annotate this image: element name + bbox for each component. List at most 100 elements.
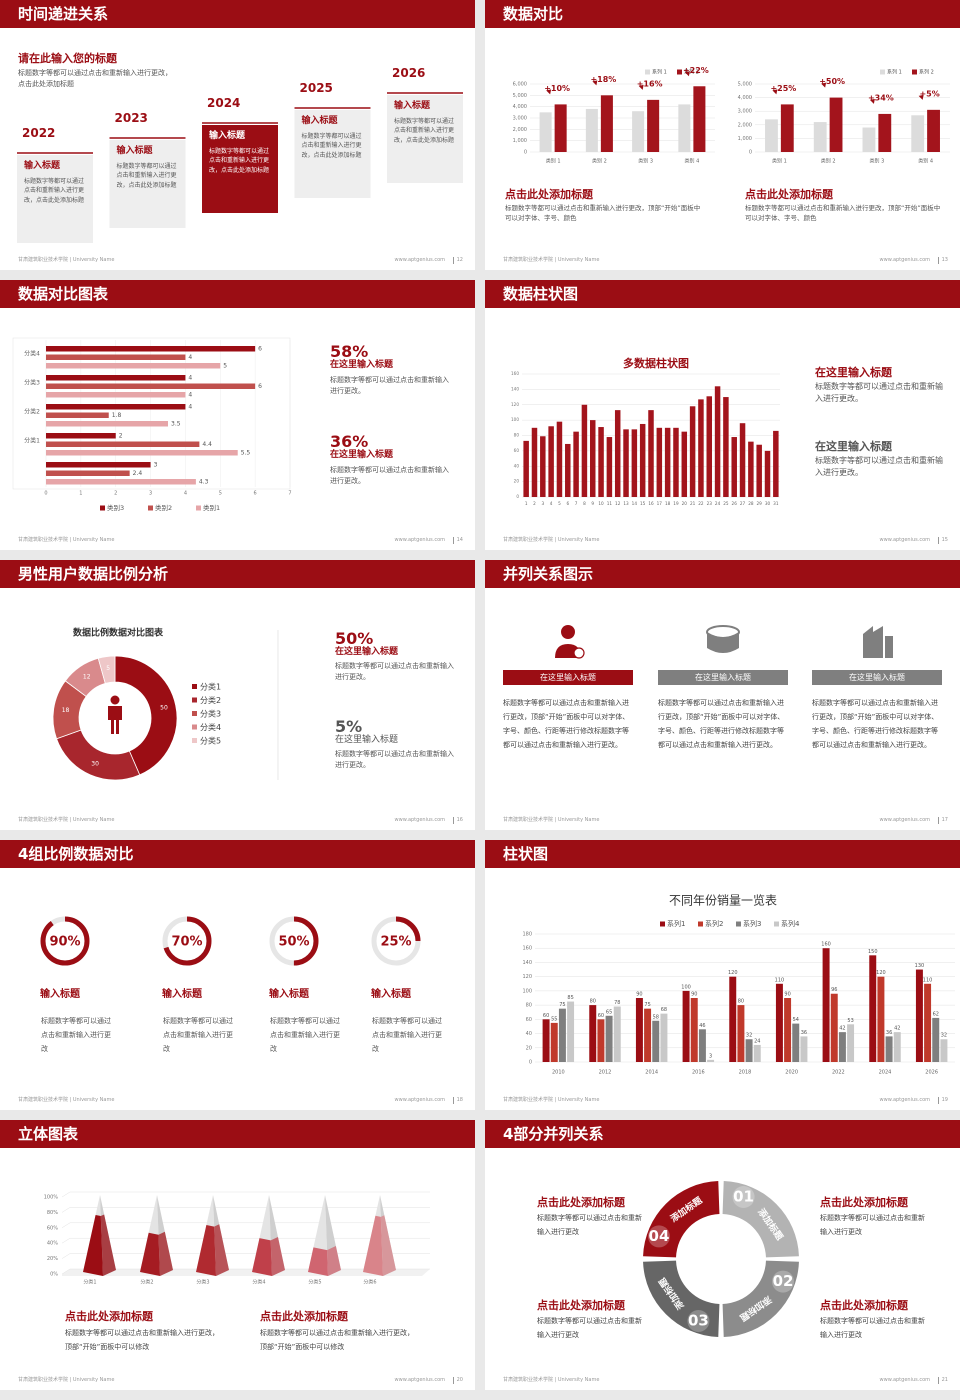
bar [775,983,783,1062]
x-tick-label: 分类1 [83,1279,96,1286]
bar [885,1036,893,1062]
x-tick-label: 5 [558,501,561,506]
value-label: 6 [258,383,262,390]
slide-title: 数据柱状图 [485,280,960,308]
slide-title: 立体图表 [0,1120,475,1148]
growth-label: +25% [770,84,796,93]
item-title: 输入标题 [162,989,202,1000]
bar [556,421,563,497]
gauge-arc [162,916,212,966]
footer-url: www.aptgenius.com [394,817,445,823]
item-text: 标题数字等都可以通过点击和重新输入进行更改，顶部“开始”面板中可以对字体、字号、… [658,699,785,749]
y-tick-label: 0 [529,1060,532,1066]
stat-value: 50% [335,629,374,648]
value-label: 6 [258,346,262,353]
value-label: 58 [653,1014,659,1020]
grid-line [61,1268,71,1275]
item-text: 标题数字等都可以通过点击和重新输入进行更改，点击此处添加标题 [394,118,455,144]
bar [915,969,923,1062]
bar [731,437,737,497]
value-label: 160 [821,942,831,948]
value-label: 4.4 [202,441,212,448]
page-number: 20 [452,1377,463,1384]
y-tick-label: 0% [50,1272,58,1278]
bar [664,427,671,497]
x-tick-label: 2026 [925,1070,938,1076]
bar [745,1039,753,1062]
value-label: 53 [847,1018,853,1024]
stat-heading: 在这里输入标题 [330,360,394,370]
category-label: 分类3 [24,379,40,387]
x-tick-label: 7 [575,501,578,506]
pyramid-fill [308,1247,328,1276]
y-tick-label: 140 [511,386,519,391]
x-tick-label: 类别 3 [638,158,653,165]
bar [847,1024,855,1062]
bar [598,427,604,497]
footer-school: 甘肃建筑职业技术学院 | University Name [18,1097,115,1103]
icon-badge [573,647,585,659]
timeline-box [387,95,463,183]
y-tick-label: 1,000 [738,136,752,142]
x-tick-label: 6 [566,501,569,506]
bar [46,392,186,398]
y-tick-label: 100 [522,988,532,994]
growth-label: +18% [590,75,616,84]
growth-label: +50% [819,77,845,86]
bar [830,993,838,1062]
bar [813,122,827,152]
slide: 数据对比 0 1,000 2,000 3,000 4,000 5,000 6,000 类别 1 类… [485,0,960,270]
x-tick-label: 2012 [599,1070,612,1076]
item-label: 在这里输入标题 [849,673,905,682]
slide: 并列关系图示 甘肃建筑职业技术学院 | University Name www.ap… [485,560,960,830]
value-label: 32 [746,1033,752,1039]
footer-url: www.aptgenius.com [879,537,930,543]
bar [678,104,691,152]
bar [46,433,116,439]
heading: 请在此输入您的标题 [18,52,117,65]
legend-label: 系列 1 [652,69,667,76]
block-text: 标题数字等都可以通过点击和重新输入进行更改，顶部“开始”面板中可以对字体、字号、… [505,204,701,223]
icon-building [863,626,893,658]
item-title: 输入标题 [371,989,411,1000]
chart-title: 数据比例数据对比图表 [73,627,164,639]
legend-swatch [880,69,885,75]
x-tick-label: 18 [665,501,671,506]
value-label: 120 [728,970,738,976]
value-label: 78 [614,1000,620,1006]
slide: 数据柱状图 多数据柱状图 0 20 40 60 80 100 120 140 160 1 2 3 4 5 6 7 8… [485,280,960,550]
block-text: 标题数字等都可以通过点击和重新输入进行更改，顶部“开始”面板中可以修改 [260,1329,414,1351]
x-tick-label: 分类6 [363,1279,376,1286]
value-label: 36 [801,1030,807,1036]
y-tick-label: 40 [526,1031,532,1037]
pyramid-fill [252,1238,272,1276]
bar [639,423,646,497]
y-tick-label: 80 [514,433,520,438]
timeline-box [17,155,93,243]
y-tick-label: 60 [526,1017,532,1023]
y-tick-label: 0 [516,494,519,499]
legend-label: 分类5 [200,736,221,746]
x-tick-label: 11 [607,501,613,506]
page-number: 13 [937,257,948,264]
slide-graphics [503,625,942,685]
value-label: 1.8 [112,412,122,419]
bar [737,1005,745,1062]
bar [46,346,256,352]
item-label: 在这里输入标题 [540,673,596,682]
gauge-label: 90% [49,935,80,950]
x-tick-label: 4 [550,501,553,506]
ring-segment [643,1181,720,1258]
y-tick-label: 2,000 [513,127,527,133]
bar [614,410,621,497]
value-label: 5.5 [241,450,251,457]
page-number: 21 [937,1377,948,1384]
bar [613,1006,621,1062]
y-tick-label: 80 [526,1003,532,1009]
x-tick-label: 24 [715,501,721,506]
legend-label: 分类2 [200,695,221,705]
x-tick-label: 2022 [832,1070,845,1076]
donut-segment [114,655,178,776]
bar [585,108,598,152]
x-tick-label: 类别 4 [918,158,933,165]
